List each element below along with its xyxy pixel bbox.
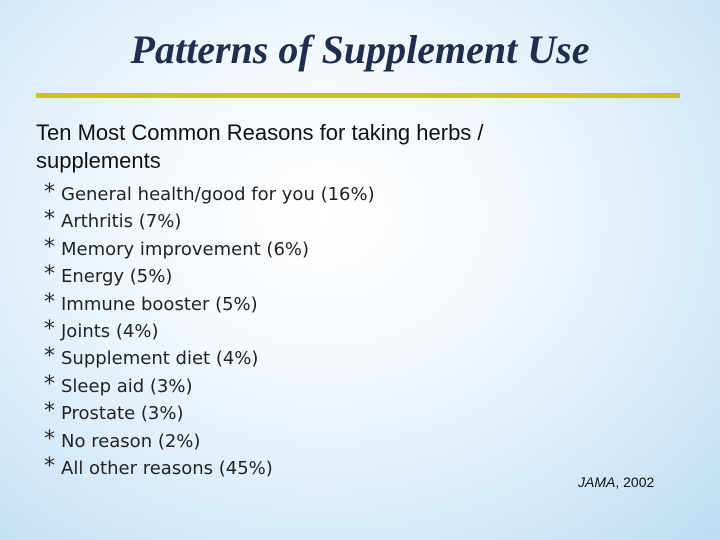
citation-source: JAMA bbox=[578, 474, 616, 490]
list-item: * Energy (5%) bbox=[44, 263, 375, 290]
asterisk-bullet-icon: * bbox=[44, 371, 55, 397]
asterisk-bullet-icon: * bbox=[44, 344, 55, 370]
reasons-list: * General health/good for you (16%) * Arth… bbox=[44, 181, 375, 482]
list-item: * Memory improvement (6%) bbox=[44, 234, 375, 263]
citation-year: , 2002 bbox=[615, 474, 655, 490]
reason-text: Energy (5%) bbox=[61, 266, 173, 288]
slide-subtitle: Ten Most Common Reasons for taking herbs… bbox=[36, 120, 484, 173]
list-item: * General health/good for you (16%) bbox=[44, 181, 375, 208]
reason-text: All other reasons (45%) bbox=[61, 457, 273, 479]
list-item: * No reason (2%) bbox=[44, 426, 375, 455]
list-item: * Prostate (3%) bbox=[44, 400, 375, 427]
slide-title: Patterns of Supplement Use bbox=[130, 27, 590, 72]
list-item: * Supplement diet (4%) bbox=[44, 345, 375, 372]
asterisk-bullet-icon: * bbox=[44, 426, 55, 452]
list-item: * Immune booster (5%) bbox=[44, 289, 375, 318]
list-item: * Sleep aid (3%) bbox=[44, 371, 375, 400]
reason-text: Sleep aid (3%) bbox=[61, 375, 193, 397]
asterisk-bullet-icon: * bbox=[44, 180, 55, 205]
reason-text: Supplement diet (4%) bbox=[61, 348, 259, 370]
reason-text: Arthritis (7%) bbox=[61, 211, 182, 233]
asterisk-bullet-icon: * bbox=[44, 316, 55, 342]
reason-text: No reason (2%) bbox=[61, 430, 201, 452]
asterisk-bullet-icon: * bbox=[44, 453, 55, 479]
asterisk-bullet-icon: * bbox=[44, 262, 55, 288]
list-item: * Arthritis (7%) bbox=[44, 208, 375, 235]
asterisk-bullet-icon: * bbox=[44, 399, 55, 425]
citation: JAMA, 2002 bbox=[578, 474, 654, 490]
list-item: * All other reasons (45%) bbox=[44, 453, 375, 482]
reason-text: General health/good for you (16%) bbox=[61, 184, 375, 205]
title-divider bbox=[36, 93, 680, 98]
reason-text: Memory improvement (6%) bbox=[61, 238, 310, 260]
reason-text: Immune booster (5%) bbox=[61, 293, 258, 315]
asterisk-bullet-icon: * bbox=[44, 207, 55, 233]
asterisk-bullet-icon: * bbox=[44, 289, 55, 315]
list-item: * Joints (4%) bbox=[44, 316, 375, 345]
reason-text: Joints (4%) bbox=[61, 320, 159, 342]
reason-text: Prostate (3%) bbox=[61, 403, 184, 425]
asterisk-bullet-icon: * bbox=[44, 234, 55, 260]
